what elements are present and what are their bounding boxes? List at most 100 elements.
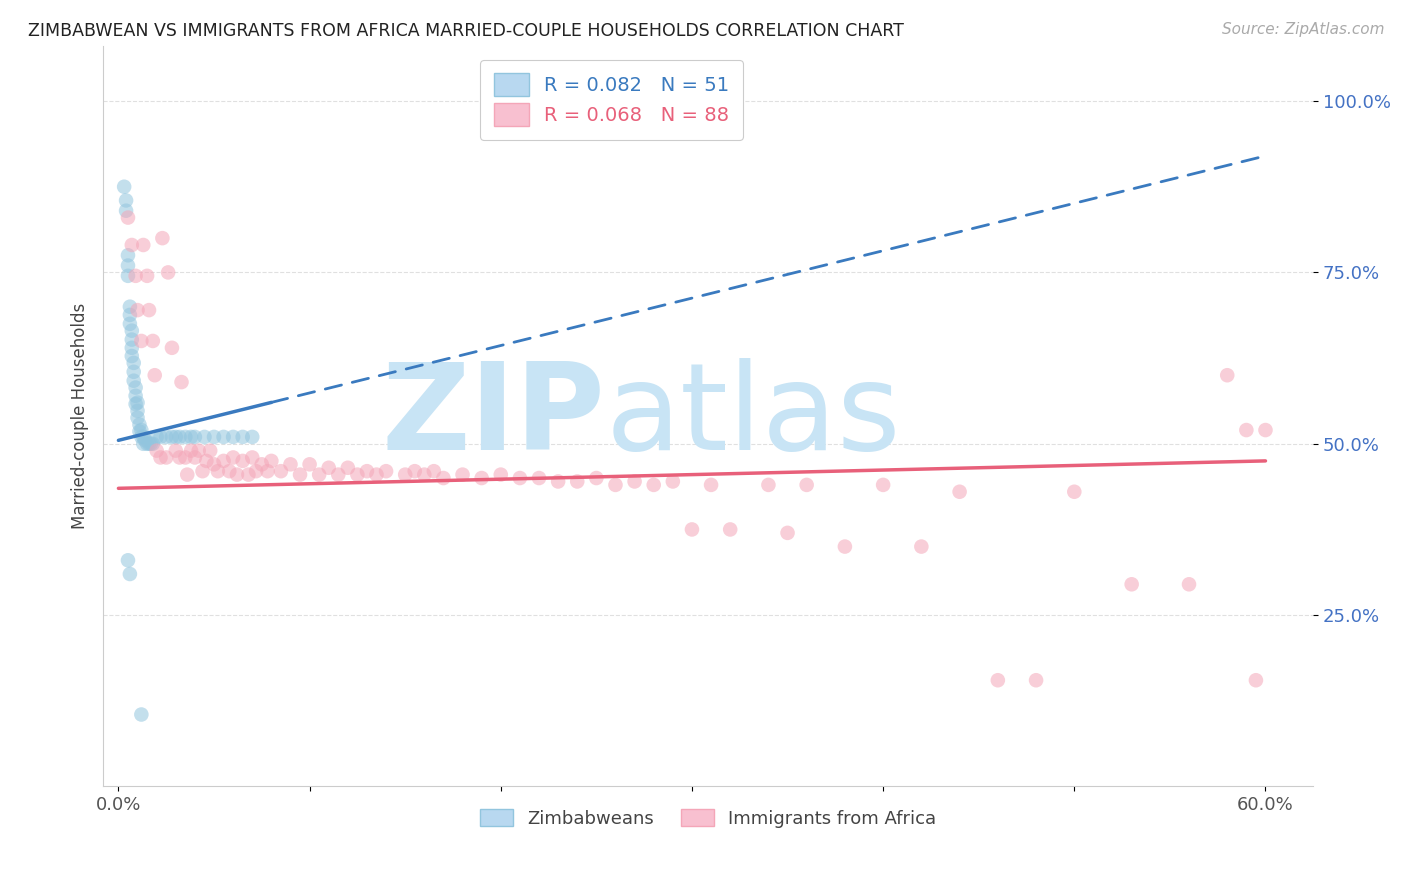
Text: ZIP: ZIP (381, 358, 606, 475)
Point (174, 430, 197, 444)
Point (124, 389, 146, 403)
Point (195, 454, 218, 468)
Point (250, 458, 273, 472)
Point (834, 540, 856, 554)
Point (1178, 577, 1201, 591)
Point (131, 430, 153, 444)
Point (149, 430, 172, 444)
Point (184, 450, 207, 465)
Text: atlas: atlas (606, 358, 901, 475)
Point (124, 397, 146, 411)
Point (270, 464, 292, 478)
Y-axis label: Married-couple Households: Married-couple Households (72, 303, 89, 530)
Point (910, 540, 932, 554)
Point (127, 395, 149, 409)
Point (134, 434, 156, 448)
Point (122, 356, 145, 370)
Point (432, 471, 454, 485)
Legend: Zimbabweans, Immigrants from Africa: Zimbabweans, Immigrants from Africa (471, 800, 945, 837)
Point (643, 478, 665, 492)
Point (132, 430, 155, 444)
Point (318, 460, 340, 475)
Point (128, 425, 150, 439)
Point (155, 450, 177, 465)
Point (949, 484, 972, 499)
Point (240, 450, 263, 465)
Point (122, 374, 145, 388)
Point (128, 417, 150, 432)
Point (288, 467, 311, 482)
Point (138, 303, 160, 318)
Point (423, 464, 446, 478)
Point (776, 525, 799, 540)
Point (356, 464, 378, 478)
Point (218, 464, 240, 478)
Point (527, 471, 550, 485)
Point (131, 334, 153, 348)
Point (375, 464, 398, 478)
Point (115, 203, 138, 218)
Point (191, 464, 214, 478)
Text: ZIMBABWEAN VS IMMIGRANTS FROM AFRICA MARRIED-COUPLE HOUSEHOLDS CORRELATION CHART: ZIMBABWEAN VS IMMIGRANTS FROM AFRICA MAR… (28, 22, 904, 40)
Point (238, 467, 260, 482)
Point (212, 430, 235, 444)
Point (700, 478, 723, 492)
Point (136, 436, 159, 450)
Point (157, 265, 180, 279)
Point (121, 324, 143, 338)
Point (212, 454, 235, 468)
Point (1244, 673, 1267, 688)
Point (758, 478, 780, 492)
Point (394, 467, 416, 482)
Point (184, 430, 207, 444)
Point (226, 467, 249, 482)
Point (404, 464, 426, 478)
Point (118, 566, 141, 581)
Point (232, 430, 254, 444)
Point (121, 238, 143, 252)
Point (1234, 423, 1257, 437)
Point (987, 673, 1010, 688)
Point (308, 467, 330, 482)
Point (605, 478, 627, 492)
Point (118, 300, 141, 314)
Point (187, 443, 209, 458)
Point (143, 368, 166, 383)
Point (132, 436, 155, 450)
Point (160, 341, 183, 355)
Point (138, 436, 160, 450)
Point (547, 475, 569, 489)
Point (122, 365, 145, 379)
Point (124, 268, 146, 283)
Point (165, 430, 187, 444)
Point (489, 467, 512, 482)
Point (152, 231, 174, 245)
Point (180, 443, 202, 458)
Point (145, 443, 167, 458)
Point (193, 430, 215, 444)
Point (139, 436, 162, 450)
Point (121, 341, 143, 355)
Point (117, 211, 139, 225)
Point (118, 308, 141, 322)
Point (681, 523, 703, 537)
Point (112, 179, 135, 194)
Point (260, 454, 283, 468)
Text: Source: ZipAtlas.com: Source: ZipAtlas.com (1222, 22, 1385, 37)
Point (509, 471, 531, 485)
Point (280, 458, 302, 472)
Point (1121, 577, 1143, 591)
Point (567, 475, 589, 489)
Point (718, 523, 741, 537)
Point (222, 450, 245, 465)
Point (346, 467, 368, 482)
Point (198, 443, 221, 458)
Point (170, 375, 193, 389)
Point (298, 458, 321, 472)
Point (222, 430, 245, 444)
Point (1216, 368, 1239, 383)
Point (136, 268, 159, 283)
Point (662, 475, 685, 489)
Point (145, 430, 167, 444)
Point (471, 471, 494, 485)
